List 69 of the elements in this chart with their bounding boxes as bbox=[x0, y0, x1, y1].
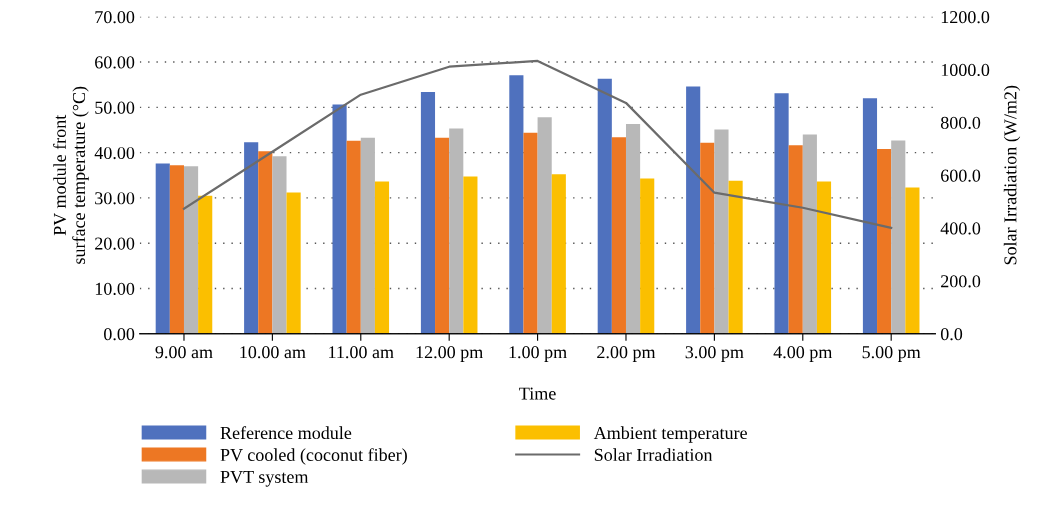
y-tick-label: 30.00 bbox=[95, 192, 135, 205]
legend-label: Solar Irradiation bbox=[594, 448, 713, 461]
bar bbox=[509, 75, 524, 334]
bar bbox=[463, 176, 478, 334]
y2-tick-label: 1000.0 bbox=[941, 63, 990, 77]
y-tick-label: 20.00 bbox=[95, 237, 135, 250]
bar bbox=[183, 166, 199, 334]
bar bbox=[360, 137, 375, 334]
legend-label: Ambient temperature bbox=[593, 426, 747, 443]
bar bbox=[435, 137, 450, 334]
bar bbox=[537, 117, 552, 334]
x-tick-label: 1.00 pm bbox=[509, 346, 567, 362]
bar bbox=[286, 192, 301, 334]
x-tick-label: 2.00 pm bbox=[597, 346, 656, 362]
y2-tick-label: 1200.0 bbox=[941, 11, 990, 24]
x-tick-label: 4.00 pm bbox=[773, 346, 833, 362]
bar bbox=[374, 181, 390, 334]
x-tick-label: 12.00 pm bbox=[416, 346, 484, 362]
bar bbox=[169, 165, 184, 334]
bar bbox=[728, 180, 743, 334]
bar bbox=[877, 148, 892, 334]
bar bbox=[774, 93, 789, 334]
bar bbox=[420, 91, 436, 334]
x-tick-label: 11.00 am bbox=[329, 346, 394, 359]
y-tick-label: 0.00 bbox=[104, 328, 135, 341]
legend-label: PVT system bbox=[220, 470, 309, 487]
y-tick-label: 10.00 bbox=[95, 282, 135, 295]
x-tick-label: 3.00 pm bbox=[685, 346, 744, 362]
bar bbox=[258, 151, 273, 334]
y2-axis-title: Solar Irradiation (W/m2) bbox=[1003, 85, 1021, 265]
y-tick-label: 50.00 bbox=[95, 101, 135, 114]
line-series bbox=[182, 59, 893, 229]
bar bbox=[611, 137, 626, 334]
bar bbox=[244, 142, 259, 334]
y2-tick-label: 200.0 bbox=[941, 275, 981, 288]
x-axis-title: Time bbox=[519, 387, 556, 400]
bar bbox=[346, 140, 361, 334]
bar bbox=[862, 98, 878, 334]
bar bbox=[686, 86, 701, 334]
legend-label: Reference module bbox=[220, 426, 352, 440]
y-tick-label: 70.00 bbox=[95, 11, 135, 24]
bar bbox=[625, 124, 641, 334]
bar bbox=[802, 134, 817, 334]
y2-tick-label: 800.0 bbox=[940, 116, 981, 129]
y-tick-label: 60.00 bbox=[95, 56, 135, 69]
bar bbox=[198, 195, 213, 334]
x-tick-label: 5.00 pm bbox=[862, 346, 921, 362]
bar bbox=[551, 174, 566, 334]
bar bbox=[816, 181, 832, 334]
x-tick-label: 10.00 am bbox=[240, 346, 306, 359]
legend-label: PV cooled (coconut fiber) bbox=[220, 448, 407, 465]
bar bbox=[449, 128, 464, 334]
bar bbox=[597, 78, 612, 334]
bar bbox=[272, 156, 287, 334]
bar bbox=[640, 178, 655, 334]
y2-tick-label: 600.0 bbox=[941, 169, 981, 182]
bar bbox=[700, 142, 715, 334]
y2-tick-label: 400.0 bbox=[940, 222, 981, 235]
bar bbox=[905, 187, 920, 334]
bar bbox=[788, 145, 803, 334]
bar bbox=[714, 129, 729, 334]
bar bbox=[155, 163, 170, 334]
y-tick-label: 40.00 bbox=[94, 146, 135, 160]
bar bbox=[891, 140, 906, 334]
bar bbox=[523, 132, 538, 334]
y-axis-title: PV module front surface temperature (°C) bbox=[53, 86, 89, 264]
x-tick-label: 9.00 am bbox=[155, 346, 213, 359]
bar bbox=[332, 104, 347, 334]
y2-tick-label: 0.0 bbox=[940, 328, 963, 341]
